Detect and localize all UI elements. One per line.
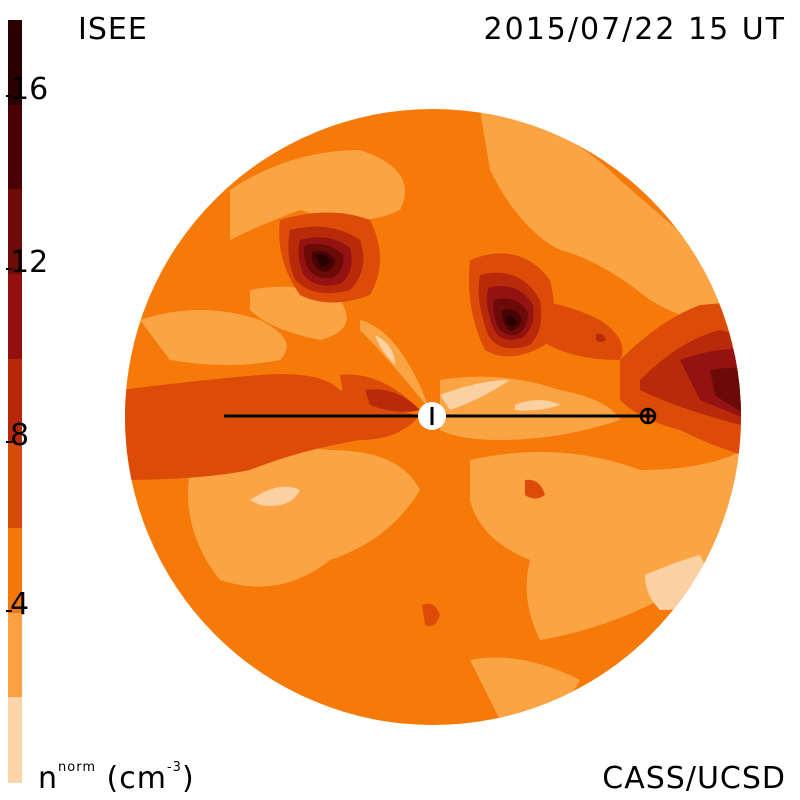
timestamp-label: 2015/07/22 15 UT (483, 12, 786, 47)
unit-label: nnorm (cm-3) (38, 760, 195, 796)
colorbar-segment (8, 528, 22, 614)
credit-label: CASS/UCSD (602, 761, 786, 796)
colorbar-segment (8, 274, 22, 360)
colorbar-tick-12: 12 (5, 245, 49, 280)
colorbar-segment (8, 443, 22, 529)
colorbar-segment (8, 189, 22, 275)
colorbar (8, 20, 22, 783)
colorbar-tick-8: 8 (5, 418, 30, 453)
colorbar-segment (8, 612, 22, 699)
earth-symbol-icon (639, 407, 657, 425)
colorbar-tick-16: 16 (5, 72, 49, 107)
colorbar-segment (8, 104, 22, 191)
colorbar-segment (8, 20, 22, 106)
colorbar-tick-4: 4 (5, 587, 30, 622)
colorbar-segment (8, 697, 22, 783)
colorbar-segment (8, 358, 22, 445)
organization-label: ISEE (78, 12, 148, 47)
